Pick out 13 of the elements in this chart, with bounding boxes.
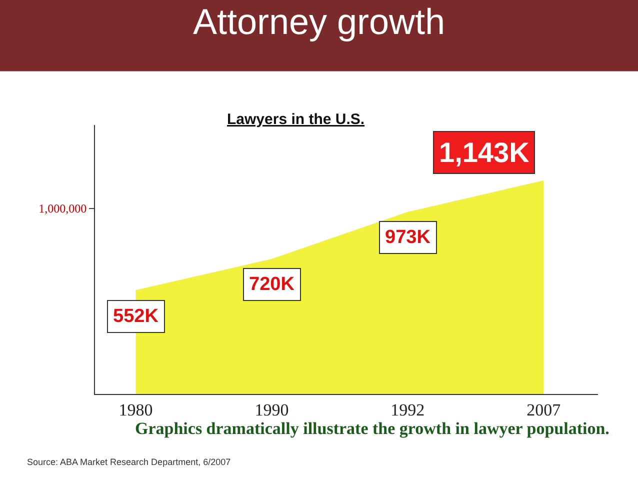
chart-title: Attorney growth [192, 1, 446, 42]
chart-subtitle: Lawyers in the U.S. [227, 111, 365, 128]
x-tick-label: 1980 [118, 400, 153, 420]
source-note: Source: ABA Market Research Department, 6/2007 [27, 457, 231, 467]
x-tick-label: 1992 [390, 400, 425, 420]
x-tick-label: 2007 [526, 400, 562, 420]
data-label: 973K [385, 227, 431, 248]
y-tick-label: 1,000,000 [38, 202, 87, 216]
data-label: 1,143K [439, 137, 530, 168]
text: Graphics dramatically illustrate the growth in lawyer population. [135, 419, 610, 438]
x-tick-label: 1990 [254, 400, 289, 420]
data-label: 552K [113, 306, 159, 327]
data-label: 720K [249, 274, 295, 295]
